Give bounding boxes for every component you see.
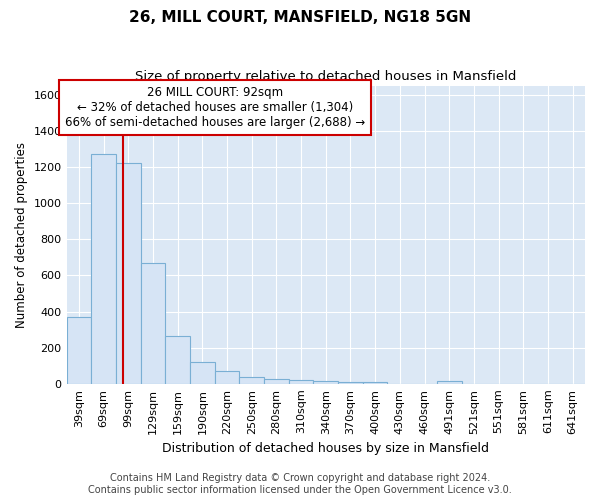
Bar — [190, 362, 215, 384]
Text: Contains HM Land Registry data © Crown copyright and database right 2024.
Contai: Contains HM Land Registry data © Crown c… — [88, 474, 512, 495]
Bar — [437, 380, 461, 384]
Bar — [116, 164, 140, 384]
Bar — [264, 378, 289, 384]
Bar — [215, 371, 239, 384]
Bar — [289, 380, 313, 384]
Y-axis label: Number of detached properties: Number of detached properties — [15, 142, 28, 328]
Text: 26, MILL COURT, MANSFIELD, NG18 5GN: 26, MILL COURT, MANSFIELD, NG18 5GN — [129, 10, 471, 25]
Bar — [67, 317, 91, 384]
Bar — [338, 382, 363, 384]
Text: 26 MILL COURT: 92sqm
← 32% of detached houses are smaller (1,304)
66% of semi-de: 26 MILL COURT: 92sqm ← 32% of detached h… — [65, 86, 365, 128]
Bar — [140, 262, 165, 384]
Bar — [165, 336, 190, 384]
Bar — [239, 376, 264, 384]
Bar — [91, 154, 116, 384]
X-axis label: Distribution of detached houses by size in Mansfield: Distribution of detached houses by size … — [162, 442, 489, 455]
Title: Size of property relative to detached houses in Mansfield: Size of property relative to detached ho… — [135, 70, 517, 83]
Bar — [363, 382, 388, 384]
Bar — [313, 381, 338, 384]
